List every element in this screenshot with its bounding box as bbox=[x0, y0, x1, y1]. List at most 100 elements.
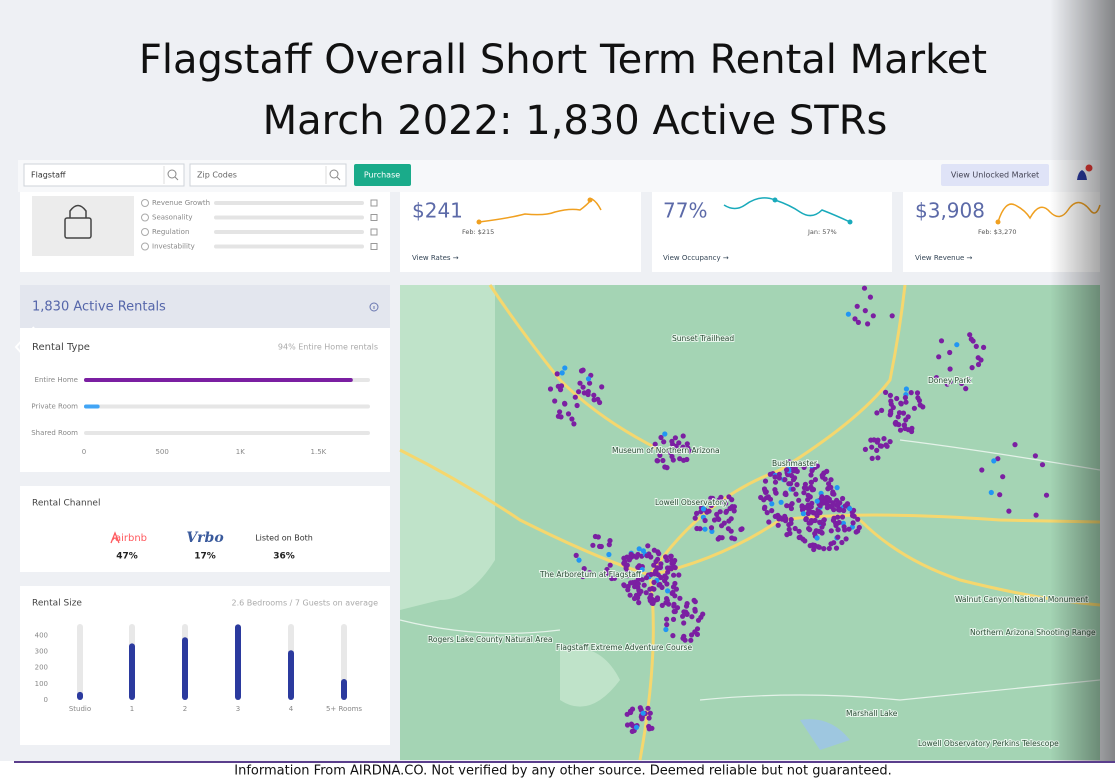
listing-dot bbox=[776, 471, 783, 477]
listing-dot bbox=[723, 509, 729, 515]
listing-dot bbox=[624, 711, 630, 717]
listing-dot bbox=[851, 507, 857, 513]
map[interactable] bbox=[400, 285, 1100, 760]
listing-dot bbox=[652, 441, 658, 447]
rental-size-note: 2.6 Bedrooms / 7 Guests on average bbox=[232, 599, 379, 608]
listing-dot bbox=[674, 605, 681, 611]
listing-dot bbox=[975, 361, 982, 368]
map-area bbox=[400, 285, 495, 610]
map-label: Sunset Trailhead bbox=[672, 334, 734, 343]
listing-dot bbox=[765, 494, 772, 500]
view-market-button[interactable] bbox=[941, 164, 1049, 186]
bar bbox=[84, 378, 353, 382]
channel-share: 17% bbox=[194, 552, 216, 562]
listing-dot bbox=[715, 515, 721, 522]
listing-dot bbox=[665, 588, 671, 594]
listing-dot bbox=[810, 486, 817, 493]
listing-dot bbox=[607, 562, 613, 568]
title-line1: Flagstaff Overall Short Term Rental Mark… bbox=[139, 37, 987, 83]
listing-dot bbox=[915, 395, 921, 401]
listing-dot bbox=[812, 542, 818, 548]
listing-dot bbox=[682, 637, 688, 643]
listing-dot bbox=[657, 452, 663, 458]
listing-dot bbox=[580, 384, 586, 390]
listing-dot bbox=[894, 395, 900, 402]
listing-dot bbox=[811, 546, 817, 553]
listing-dot bbox=[869, 444, 875, 450]
listing-dot bbox=[692, 599, 698, 605]
kpi-low-label: Feb: $215 bbox=[462, 228, 494, 236]
bar bbox=[77, 691, 83, 700]
listing-dot bbox=[840, 495, 846, 502]
listing-dot bbox=[784, 503, 790, 509]
listing-dot bbox=[782, 491, 788, 497]
listing-dot bbox=[900, 410, 907, 416]
zip-search[interactable] bbox=[189, 163, 347, 187]
listing-dot bbox=[887, 392, 894, 398]
listing-dot bbox=[692, 515, 698, 521]
listing-dot bbox=[562, 400, 568, 406]
market-search[interactable] bbox=[23, 163, 185, 187]
listing-dot bbox=[655, 458, 661, 464]
listing-dot bbox=[677, 456, 683, 462]
listing-dot bbox=[1039, 462, 1046, 468]
listing-dot bbox=[689, 614, 695, 620]
lock-small bbox=[370, 228, 378, 236]
card-header bbox=[20, 285, 390, 328]
listing-dot bbox=[861, 285, 868, 291]
listing-dot bbox=[597, 543, 603, 550]
kpi-low-label: Jan: 57% bbox=[807, 228, 837, 236]
listing-dot bbox=[850, 520, 856, 526]
category-label: Entire Home bbox=[35, 376, 78, 384]
listing-dot bbox=[963, 386, 969, 392]
listing-dot bbox=[870, 313, 876, 319]
view-market-text: View Unlocked Market bbox=[951, 171, 1039, 180]
listing-dot bbox=[1000, 474, 1006, 480]
rental-type-note: 94% Entire Home rentals bbox=[278, 343, 378, 352]
listing-dot bbox=[871, 437, 877, 443]
listing-dot bbox=[947, 366, 953, 372]
listing-dot bbox=[685, 445, 691, 451]
listing-dot bbox=[655, 556, 661, 562]
info-icon bbox=[141, 242, 149, 251]
listing-dot bbox=[664, 622, 670, 628]
listing-dot bbox=[621, 582, 627, 588]
listing-dot bbox=[590, 542, 596, 548]
listing-dot bbox=[879, 407, 885, 413]
listing-dot bbox=[786, 481, 792, 487]
listing-dot bbox=[801, 490, 807, 496]
listing-dot bbox=[845, 311, 852, 317]
purchase-button[interactable] bbox=[354, 164, 411, 186]
listing-dot bbox=[766, 519, 772, 525]
listing-dot bbox=[881, 436, 887, 442]
listing-dot bbox=[647, 710, 653, 716]
listing-dot bbox=[835, 514, 841, 520]
info-icon bbox=[141, 199, 149, 207]
listing-dot bbox=[787, 530, 793, 537]
listing-dot bbox=[732, 536, 738, 542]
listing-dot bbox=[799, 504, 805, 510]
listing-dot bbox=[661, 439, 667, 445]
listing-dot bbox=[788, 517, 794, 523]
listing-dot bbox=[862, 446, 869, 452]
listing-dot bbox=[684, 601, 690, 607]
listing-dot bbox=[719, 523, 725, 529]
listing-dot bbox=[653, 568, 659, 574]
listing-dot bbox=[835, 527, 841, 533]
listing-dot bbox=[650, 599, 657, 605]
info-icon[interactable] bbox=[369, 302, 379, 312]
category-label: Shared Room bbox=[31, 429, 78, 437]
listing-dot bbox=[664, 581, 670, 587]
listing-dot bbox=[654, 596, 661, 603]
listing-dot bbox=[917, 402, 923, 408]
listing-dot bbox=[772, 513, 778, 520]
map-label: Rogers Lake County Natural Area bbox=[428, 635, 552, 644]
prev-arrow[interactable] bbox=[14, 326, 35, 368]
listing-dot bbox=[975, 355, 981, 361]
listing-dot bbox=[808, 463, 815, 469]
listing-dot bbox=[672, 435, 679, 441]
listing-dot bbox=[821, 517, 827, 523]
listing-dot bbox=[790, 463, 796, 469]
listing-dot bbox=[887, 439, 893, 445]
listing-dot bbox=[855, 319, 862, 325]
